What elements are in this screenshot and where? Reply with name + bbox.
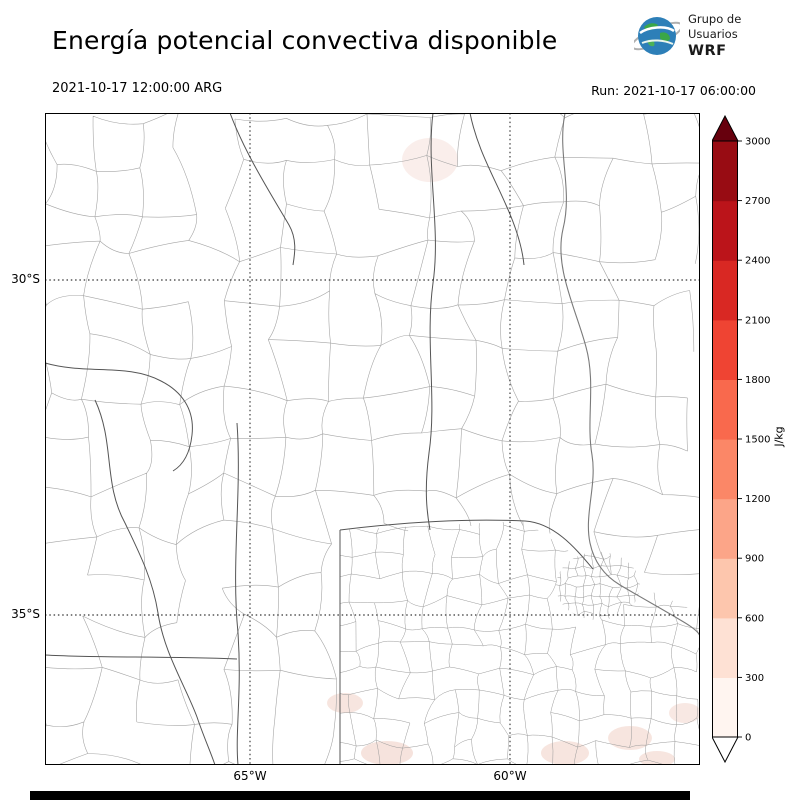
colorbar-segment (712, 677, 738, 738)
province-border (425, 113, 436, 531)
province-border (469, 113, 525, 266)
lon-label-65w: 65°W (233, 769, 267, 783)
province-boundaries (45, 113, 700, 765)
cape-low-value-patch (608, 726, 652, 750)
colorbar-segment (712, 558, 738, 619)
cape-low-value-patch (669, 703, 700, 723)
colorbar-tick-label: 0 (745, 733, 751, 744)
wrf-logo: Grupo de Usuarios WRF (634, 12, 741, 61)
cape-shaded-areas (327, 138, 700, 765)
cape-low-value-patch (361, 741, 413, 765)
colorbar-tick-label: 1200 (745, 494, 770, 505)
department-mesh (45, 113, 700, 765)
colorbar-tick-label: 2100 (745, 315, 770, 326)
colorbar-segment (712, 200, 738, 261)
lat-label-30s: 30°S (11, 272, 40, 286)
department-boundaries (45, 113, 700, 765)
logo-text: Grupo de Usuarios WRF (688, 12, 741, 61)
colorbar-tick-label: 3000 (745, 137, 770, 148)
colorbar: 0 300 600 900 1200 1500 1800 2100 2400 2700 3000 (712, 115, 770, 763)
province-border (45, 654, 238, 660)
latlon-gridlines (45, 113, 700, 765)
run-time-label: Run: 2021-10-17 06:00:00 (591, 83, 756, 98)
colorbar-segment (712, 141, 738, 202)
globe-icon (634, 17, 680, 56)
buenos-aires-partidos-mesh (340, 521, 700, 765)
colorbar-segment (712, 319, 738, 380)
cape-low-value-patch (639, 751, 675, 765)
colorbar-tick-label: 900 (745, 554, 764, 565)
province-border (235, 422, 240, 765)
colorbar-tick-label: 2400 (745, 256, 770, 267)
province-border (94, 399, 216, 765)
cape-low-value-patch (402, 138, 458, 182)
footer-bar (30, 791, 690, 800)
map-border (45, 113, 700, 765)
valid-time-label: 2021-10-17 12:00:00 ARG (52, 81, 223, 96)
colorbar-arrow-over (712, 115, 739, 142)
colorbar-segment (712, 617, 738, 678)
colorbar-tick-label: 300 (745, 673, 764, 684)
map-plot (45, 113, 700, 765)
colorbar-segment (712, 379, 738, 440)
logo-line-2: Usuarios (688, 26, 738, 41)
colorbar-segment (712, 498, 738, 559)
province-border (339, 519, 594, 570)
cape-low-value-patch (327, 693, 363, 713)
colorbar-tick-label: 2700 (745, 196, 770, 207)
colorbar-segment (712, 439, 738, 500)
colorbar-tick-label: 1500 (745, 435, 770, 446)
page-title: Energía potencial convectiva disponible (52, 26, 558, 55)
colorbar-outline (712, 140, 738, 738)
colorbar-unit-label: J/kg (772, 426, 786, 447)
province-border (45, 362, 193, 472)
colorbar-tick-label: 600 (745, 613, 764, 624)
province-border (229, 113, 296, 266)
parana-river (560, 113, 700, 638)
lat-label-35s: 35°S (11, 607, 40, 621)
colorbar-segment (712, 260, 738, 321)
colorbar-arrow-under (712, 736, 739, 763)
logo-line-3: WRF (688, 42, 727, 59)
colorbar-tick-label: 1800 (745, 375, 770, 386)
lon-label-60w: 60°W (493, 769, 527, 783)
amba-dense-mesh (556, 552, 640, 620)
cape-low-value-patch (541, 741, 589, 765)
logo-line-1: Grupo de (688, 12, 742, 26)
